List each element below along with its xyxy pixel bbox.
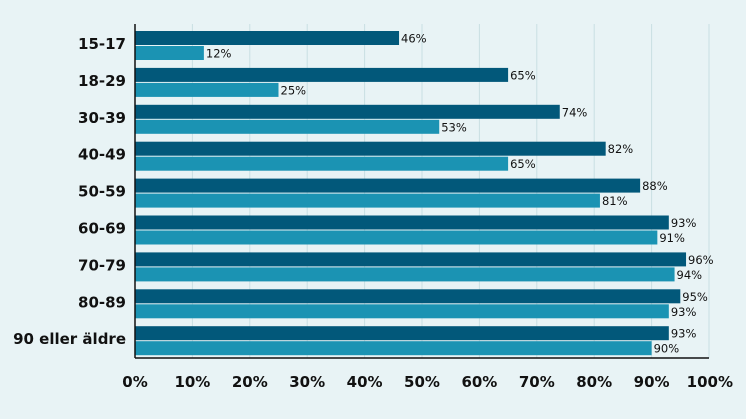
bar (135, 267, 675, 282)
bar (135, 156, 509, 171)
x-tick-label: 100% (687, 373, 733, 391)
data-label: 90% (654, 342, 680, 356)
x-tick-label: 60% (461, 373, 497, 391)
bars (135, 31, 687, 356)
data-label: 46% (401, 32, 427, 46)
x-tick-label: 30% (289, 373, 325, 391)
x-tick-label: 80% (576, 373, 612, 391)
category-label: 80-89 (78, 293, 126, 311)
x-tick-label: 40% (347, 373, 383, 391)
bar (135, 341, 652, 356)
x-tick-label: 50% (404, 373, 440, 391)
category-label: 15-17 (78, 35, 126, 53)
category-label: 18-29 (78, 72, 126, 90)
data-label: 95% (682, 290, 708, 304)
data-label: 94% (677, 268, 703, 282)
bar (135, 252, 687, 267)
bar (135, 304, 669, 319)
bar (135, 193, 600, 208)
category-label: 30-39 (78, 109, 126, 127)
x-tick-label: 10% (174, 373, 210, 391)
category-label: 40-49 (78, 146, 126, 164)
bar (135, 104, 560, 119)
x-tick-label: 20% (232, 373, 268, 391)
category-label: 90 eller äldre (13, 330, 126, 348)
bar (135, 141, 606, 156)
data-label: 96% (688, 253, 714, 267)
category-label: 60-69 (78, 220, 126, 238)
data-label: 81% (602, 194, 628, 208)
bar (135, 289, 681, 304)
data-label: 74% (562, 105, 588, 119)
bar (135, 230, 658, 245)
data-label: 93% (671, 216, 697, 230)
bar (135, 119, 440, 134)
bar (135, 31, 400, 45)
bar (135, 215, 669, 230)
data-label: 12% (206, 47, 232, 61)
bar (135, 46, 204, 60)
data-label: 91% (659, 231, 685, 245)
x-tick-label: 70% (519, 373, 555, 391)
x-tick-labels: 0% 10% 20% 30% 40% 50% 60% 70% 80% 90% 100% (122, 373, 733, 391)
category-label: 70-79 (78, 256, 126, 274)
category-labels: 15-17 18-29 30-39 40-49 50-59 60-69 70-79 80-89… (13, 35, 126, 348)
bar (135, 82, 279, 97)
data-label: 65% (510, 68, 536, 82)
x-tick-label: 0% (122, 373, 147, 391)
data-label: 93% (671, 305, 697, 319)
data-label: 88% (642, 179, 668, 193)
x-tick-label: 90% (634, 373, 670, 391)
data-label: 82% (608, 142, 634, 156)
data-label: 93% (671, 327, 697, 341)
data-label: 53% (441, 120, 467, 134)
data-labels: 46%12%65%25%74%53%82%65%88%81%93%91%96%9… (206, 32, 714, 356)
data-label: 25% (281, 83, 307, 97)
bar (135, 67, 509, 82)
data-label: 65% (510, 157, 536, 171)
bar (135, 178, 641, 193)
bar (135, 326, 669, 341)
category-label: 50-59 (78, 183, 126, 201)
